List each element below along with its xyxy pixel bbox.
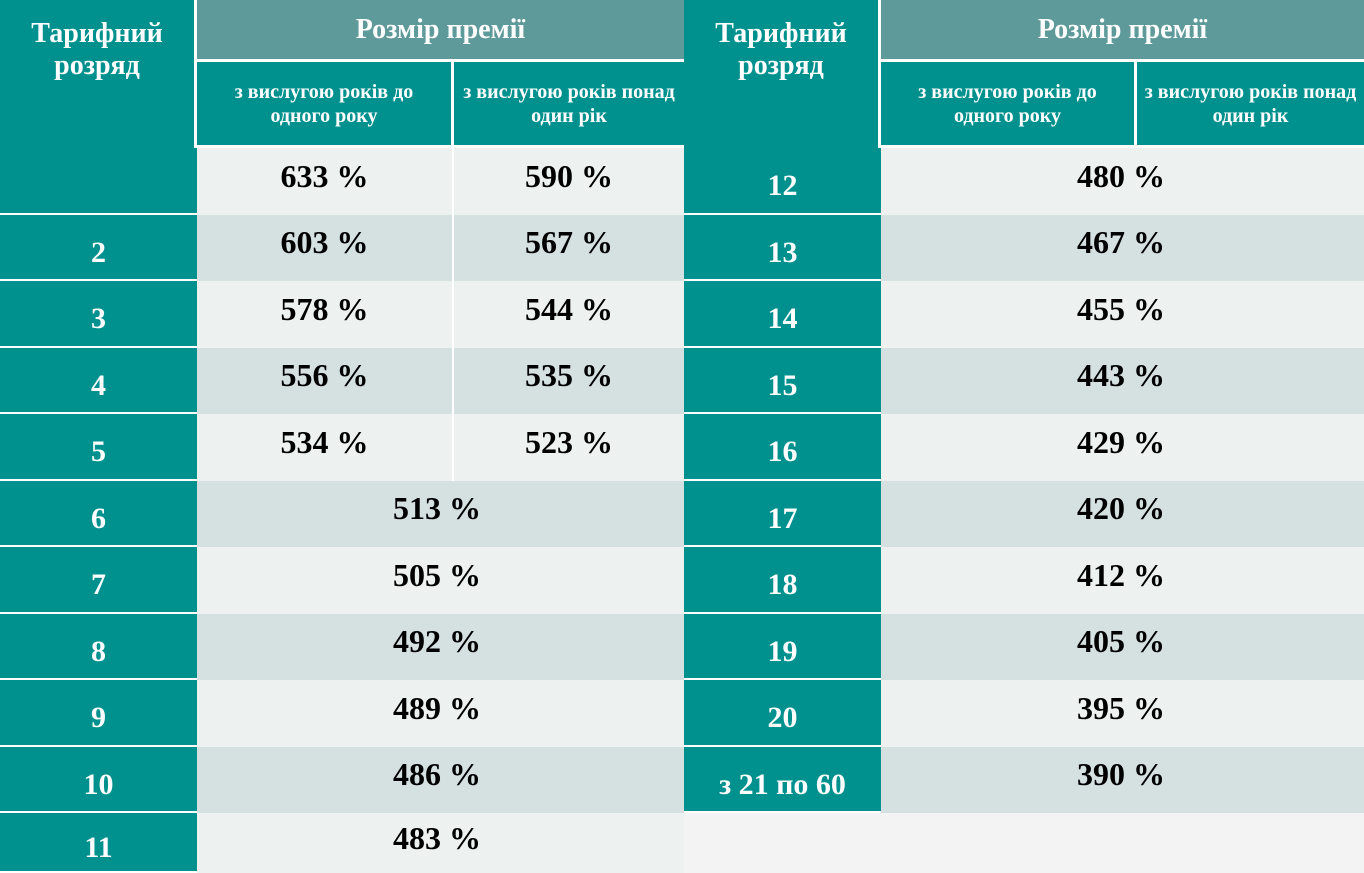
bonus-cell: 420 % <box>881 480 1364 547</box>
tariff-rank-cell: 9 <box>0 680 197 747</box>
tariff-rank-cell: 5 <box>0 414 197 481</box>
bonus-cell: 480 % <box>881 148 1364 215</box>
bonus-cell: 395 % <box>881 680 1364 747</box>
tariff-rank-cell: 7 <box>0 547 197 614</box>
bonus-under-one-year-cell: 603 % <box>197 214 454 281</box>
bonus-cell: 429 % <box>881 414 1364 481</box>
bonus-cell: 467 % <box>881 214 1364 281</box>
bonus-cell: 489 % <box>197 680 684 747</box>
bonus-cell: 513 % <box>197 480 684 547</box>
tariff-rank-cell: 12 <box>684 148 881 215</box>
header-bonus-size: Розмір премії <box>881 0 1364 62</box>
tariff-rank-cell: 13 <box>684 214 881 281</box>
bonus-cell: 443 % <box>881 347 1364 414</box>
right-bonus-table: Тарифний розряд Розмір премії з вислугою р… <box>684 0 1364 873</box>
bonus-cell: 483 % <box>197 813 684 873</box>
header-tariff-rank: Тарифний розряд <box>0 0 197 148</box>
bonus-cell: 390 % <box>881 746 1364 813</box>
bonus-cell: 486 % <box>197 746 684 813</box>
tariff-rank-cell: 14 <box>684 281 881 348</box>
tariff-rank-cell: 3 <box>0 281 197 348</box>
header-seniority-over-one-year: з вислугою років понад один рік <box>1137 62 1364 148</box>
tariff-rank-cell: 4 <box>0 347 197 414</box>
bonus-under-one-year-cell: 578 % <box>197 281 454 348</box>
tariff-rank-cell: 8 <box>0 613 197 680</box>
tariff-rank-cell: 11 <box>0 813 197 873</box>
empty-area <box>684 813 1364 873</box>
bonus-over-one-year-cell: 523 % <box>454 414 684 481</box>
bonus-under-one-year-cell: 633 % <box>197 148 454 215</box>
tariff-rank-cell: з 21 по 60 <box>684 746 881 813</box>
tariff-rank-cell: 17 <box>684 480 881 547</box>
bonus-cell: 455 % <box>881 281 1364 348</box>
tariff-rank-cell: 18 <box>684 547 881 614</box>
tariff-rank-cell: 19 <box>684 613 881 680</box>
header-bonus-size: Розмір премії <box>197 0 684 62</box>
tariff-rank-cell: 20 <box>684 680 881 747</box>
bonus-over-one-year-cell: 567 % <box>454 214 684 281</box>
header-seniority-over-one-year: з вислугою років понад один рік <box>454 62 684 148</box>
tariff-rank-cell: 6 <box>0 480 197 547</box>
header-tariff-rank: Тарифний розряд <box>684 0 881 148</box>
bonus-cell: 505 % <box>197 547 684 614</box>
header-seniority-under-one-year: з вислугою років до одного року <box>881 62 1137 148</box>
tariff-rank-cell: 10 <box>0 746 197 813</box>
bonus-over-one-year-cell: 590 % <box>454 148 684 215</box>
bonus-under-one-year-cell: 534 % <box>197 414 454 481</box>
tariff-rank-cell <box>0 148 197 215</box>
tariff-rank-cell: 16 <box>684 414 881 481</box>
bonus-over-one-year-cell: 544 % <box>454 281 684 348</box>
header-seniority-under-one-year: з вислугою років до одного року <box>197 62 454 148</box>
tariff-rank-cell: 2 <box>0 214 197 281</box>
bonus-under-one-year-cell: 556 % <box>197 347 454 414</box>
left-bonus-table: Тарифний розряд Розмір премії з вислугою р… <box>0 0 684 873</box>
bonus-over-one-year-cell: 535 % <box>454 347 684 414</box>
bonus-cell: 412 % <box>881 547 1364 614</box>
tariff-rank-cell: 15 <box>684 347 881 414</box>
bonus-cell: 405 % <box>881 613 1364 680</box>
bonus-cell: 492 % <box>197 613 684 680</box>
